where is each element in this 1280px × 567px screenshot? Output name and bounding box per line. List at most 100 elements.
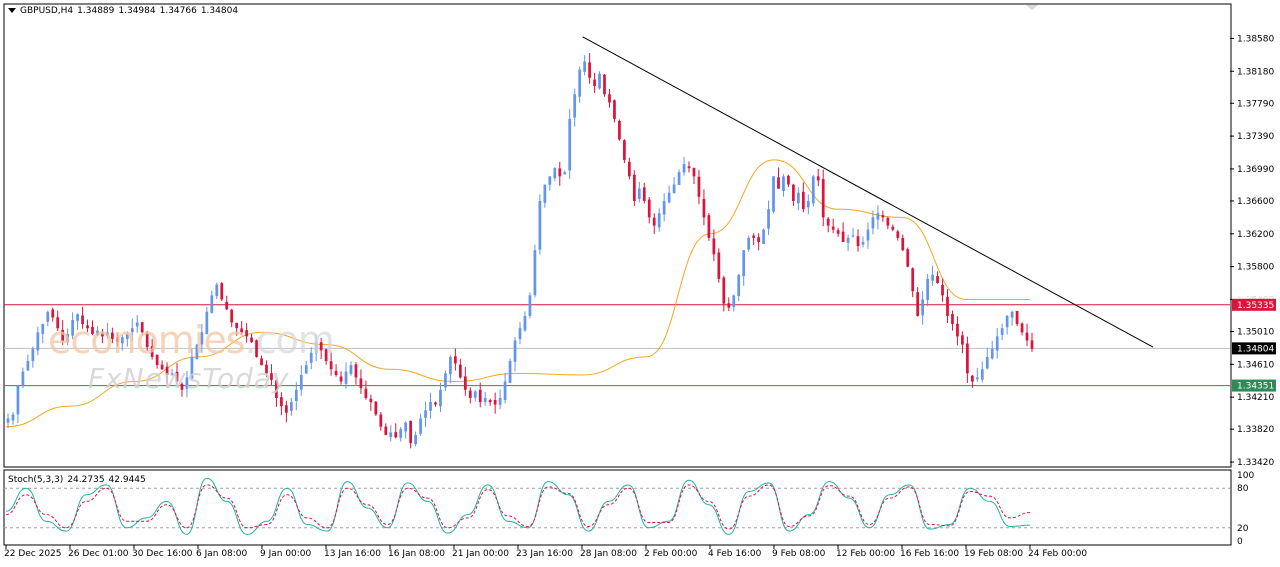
candle	[180, 382, 184, 397]
candle-body	[975, 377, 979, 380]
candle	[523, 311, 527, 332]
candle	[722, 275, 726, 312]
candle-body	[314, 342, 318, 354]
candle-body	[66, 333, 70, 342]
candle	[946, 289, 949, 323]
candle-body	[926, 278, 929, 300]
candle	[787, 174, 790, 188]
candle	[777, 167, 780, 189]
watermark-brand-part1: economies	[48, 318, 246, 362]
price-tick-label: 1.36200	[1237, 230, 1274, 240]
price-tick-label: 1.37790	[1237, 99, 1274, 109]
candle-body	[299, 374, 303, 390]
candle	[285, 400, 288, 423]
candle	[81, 306, 84, 329]
candle	[752, 233, 755, 246]
candle	[86, 319, 89, 333]
candle-body	[841, 231, 845, 242]
stoch-name: Stoch(5,3,3)	[8, 475, 64, 485]
candle	[1010, 310, 1014, 326]
candle-body	[339, 376, 343, 382]
candle	[135, 315, 139, 333]
candle-body	[503, 381, 507, 401]
candle-body	[941, 284, 944, 296]
symbol-label: GBPUSD,H4	[20, 6, 74, 16]
candle	[801, 182, 805, 213]
candle-body	[891, 226, 895, 230]
candle	[125, 331, 129, 347]
candle-body	[165, 366, 169, 375]
candle	[275, 379, 278, 407]
candle-body	[936, 276, 939, 284]
candle-body	[946, 296, 949, 316]
candle-body	[1010, 311, 1014, 318]
candle	[399, 426, 403, 442]
trendline-segment[interactable]	[582, 36, 1154, 348]
trendline[interactable]	[582, 36, 1154, 348]
candle-body	[1015, 310, 1019, 325]
candle	[106, 322, 109, 339]
candle	[225, 295, 229, 311]
candle-body	[548, 176, 552, 185]
candle-body	[439, 389, 442, 407]
candle-body	[125, 333, 129, 340]
price-tag-box	[1232, 379, 1276, 392]
candle-body	[225, 301, 229, 310]
horizontal-levels[interactable]	[4, 304, 1230, 387]
candle-body	[190, 356, 194, 379]
candle	[687, 161, 691, 173]
candle	[140, 321, 144, 336]
candle	[66, 328, 70, 346]
candle	[911, 267, 915, 298]
candle-body	[523, 315, 527, 331]
candle-body	[995, 336, 999, 351]
candle	[980, 361, 984, 383]
candle-body	[707, 215, 711, 238]
candle-body	[56, 317, 60, 329]
candle	[155, 354, 159, 369]
candle-body	[374, 401, 378, 415]
candle	[51, 307, 55, 322]
candle	[384, 423, 388, 436]
candle	[111, 327, 114, 344]
dropdown-triangle-icon[interactable]	[8, 8, 16, 13]
candle-body	[468, 390, 472, 398]
stoch-main-line	[5, 477, 1031, 535]
candle-body	[1025, 332, 1029, 341]
autoscroll-marker-icon[interactable]	[1026, 5, 1038, 10]
candle	[1025, 323, 1029, 346]
candle	[319, 337, 323, 360]
candle-body	[473, 391, 477, 398]
candle	[762, 228, 765, 245]
candle	[588, 53, 591, 84]
stoch-main-value: 24.2735	[67, 475, 105, 485]
candle	[354, 362, 358, 385]
candle	[692, 167, 696, 185]
price-tick-label: 1.38180	[1237, 67, 1274, 77]
candle-body	[394, 432, 398, 438]
candle-body	[772, 176, 775, 212]
candle-body	[215, 284, 219, 297]
candle	[508, 358, 512, 384]
candle-body	[851, 235, 855, 237]
candle	[190, 348, 194, 381]
candle	[642, 182, 646, 204]
candle-body	[916, 292, 920, 316]
candle	[329, 351, 333, 376]
candle	[260, 355, 263, 366]
candle-body	[826, 218, 830, 226]
candle	[230, 308, 234, 328]
candle	[205, 306, 209, 335]
candle	[26, 354, 30, 372]
candle-body	[667, 192, 671, 203]
candle	[866, 222, 870, 249]
candle-body	[354, 364, 358, 378]
candle	[647, 197, 651, 224]
ohlc-close: 1.34804	[200, 6, 239, 16]
candle-body	[86, 325, 89, 329]
candle	[473, 390, 477, 402]
candle	[414, 431, 417, 447]
time-tick-label: 21 Jan 00:00	[452, 549, 509, 559]
candle	[71, 312, 74, 340]
candle-body	[682, 164, 686, 173]
